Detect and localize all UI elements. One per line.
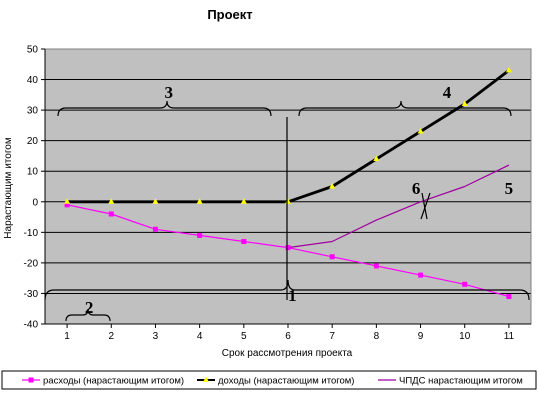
x-tick-label: 5 [241,331,247,342]
data-point-triangle [108,198,115,204]
annotation-label: 6 [412,179,421,198]
y-axis: -40 -30 -20 -10 0 10 20 30 40 50 [24,45,46,331]
plot-background [45,49,531,324]
y-tick-label: 40 [27,75,39,86]
data-point-square [285,245,291,251]
annotation-label: 1 [288,286,297,305]
data-point-triangle [329,183,336,189]
x-tick-label: 1 [64,331,70,342]
annotation-marks [44,100,530,322]
data-point-square [373,263,379,269]
x-tick-label: 6 [285,331,291,342]
brace-2 [65,308,111,322]
legend: расходы (нарастающим итогом) доходы (нара… [1,370,537,390]
legend-label: расходы (нарастающим итогом) [43,376,184,387]
annotation-labels: 1 2 3 4 5 6 [85,83,513,317]
y-tick-label: 0 [32,197,38,208]
y-tick-label: -10 [24,228,39,239]
x-tick-label: 4 [197,331,203,342]
data-point-square [329,254,335,260]
x-tick-label: 9 [418,331,424,342]
legend-marker [28,377,34,383]
y-tick-label: 20 [27,136,39,147]
legend-label: ЧПДС нарастающим итогом [399,376,523,387]
legend-marker [203,376,209,382]
cross-mark-6a [421,192,428,220]
x-tick-label: 11 [504,331,515,342]
annotation-label: 5 [505,179,514,198]
x-tick-label: 10 [459,331,471,342]
legend-label: доходы (нарастающим итогом) [218,376,354,387]
data-point-square [108,211,114,217]
data-point-square [241,239,247,244]
data-point-square [462,281,468,287]
x-axis-title: Срок рассмотрения проекта [222,348,353,359]
data-point-triangle [196,198,203,204]
brace-1 [44,279,530,301]
x-tick-label: 2 [108,331,114,342]
y-tick-label: -30 [24,289,39,300]
legend-box [1,370,537,390]
data-point-triangle [417,128,424,134]
data-point-triangle [240,198,247,204]
x-tick-label: 8 [374,331,380,342]
annotation-label: 4 [443,83,452,102]
y-tick-label: 50 [27,45,39,56]
data-point-square [64,202,70,208]
data-point-square [418,272,424,278]
x-tick-label: 7 [329,331,335,342]
cross-mark-6b [420,192,431,220]
y-tick-label: -40 [24,320,39,331]
data-point-triangle [64,198,71,204]
annotation-label: 3 [164,83,173,102]
data-point-triangle [461,100,468,106]
data-point-triangle [152,198,159,204]
y-tick-label: -20 [24,258,39,269]
series-layer [64,66,512,299]
y-axis-title: Нарастающим итогом [3,137,14,239]
y-tick-label: 10 [27,167,39,178]
data-point-triangle [505,66,512,73]
data-point-square [197,232,203,238]
plot-area: 1 2 3 4 5 6 [44,48,532,325]
data-point-triangle [373,155,380,161]
series-line-3 [287,164,510,249]
annotation-label: 2 [85,298,94,317]
data-point-square [152,226,158,232]
x-axis: 1 2 3 4 5 6 7 8 9 10 11 [45,323,531,342]
y-tick-label: 30 [27,106,39,117]
x-tick-label: 3 [153,331,159,342]
data-point-square [506,294,512,299]
chart-title: Проект [207,7,252,22]
brace-4 [298,100,512,117]
brace-3 [57,100,272,117]
